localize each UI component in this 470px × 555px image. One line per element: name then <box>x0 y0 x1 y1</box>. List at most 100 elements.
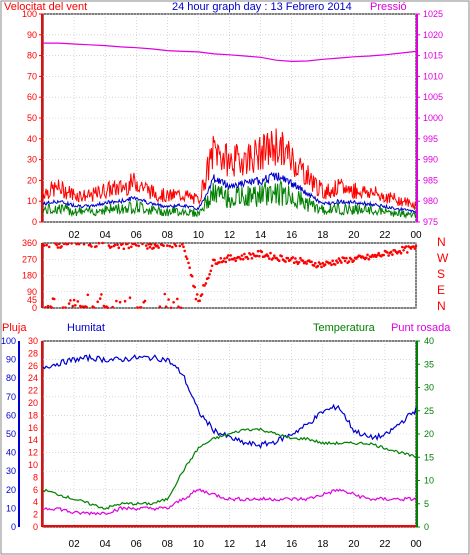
direction-point <box>163 292 167 296</box>
direction-point <box>61 306 65 309</box>
direction-point <box>209 269 213 273</box>
direction-point <box>337 257 341 260</box>
direction-point <box>404 245 408 248</box>
y-tick-label-left-50: 50 <box>27 113 37 123</box>
direction-point <box>92 306 96 309</box>
x-tick-label-bottom-16: 16 <box>286 539 298 550</box>
direction-point <box>187 261 190 265</box>
direction-point <box>369 255 373 259</box>
direction-point <box>62 242 66 245</box>
x-tick-label-top-06: 06 <box>131 230 143 241</box>
direction-point <box>179 306 183 310</box>
direction-point <box>256 249 260 253</box>
humidity-y-tick-30: 30 <box>6 466 16 476</box>
direction-point <box>96 300 99 304</box>
direction-point <box>135 244 138 247</box>
direction-point <box>137 244 140 248</box>
direction-point <box>148 245 152 249</box>
direction-point <box>81 305 85 308</box>
direction-point <box>204 282 208 285</box>
direction-point <box>227 254 230 257</box>
x-tick-label-top-10: 10 <box>193 230 205 241</box>
direction-point <box>152 246 155 250</box>
direction-point <box>249 253 252 256</box>
rain-y-tick-6: 6 <box>33 485 38 495</box>
direction-point <box>387 254 390 257</box>
direction-point <box>319 262 322 266</box>
direction-point <box>210 264 214 268</box>
direction-point <box>146 247 149 250</box>
direction-point <box>269 251 272 255</box>
direction-point <box>255 254 259 258</box>
direction-point <box>193 285 196 289</box>
direction-point <box>139 306 143 309</box>
direction-point <box>352 259 356 262</box>
direction-point <box>225 256 229 259</box>
rain-y-tick-30: 30 <box>28 336 38 346</box>
direction-point <box>184 255 188 258</box>
direction-point <box>323 263 327 266</box>
direction-point <box>156 244 159 247</box>
x-tick-label-bottom-02: 02 <box>69 539 81 550</box>
y-tick-label-left-100: 100 <box>22 9 37 19</box>
direction-point <box>366 253 369 257</box>
rain-y-tick-4: 4 <box>33 497 38 507</box>
direction-point <box>122 247 126 251</box>
direction-point <box>310 260 313 264</box>
temp-y-tick-10: 10 <box>424 476 434 486</box>
direction-point <box>376 253 379 257</box>
humidity-y-tick-0: 0 <box>11 522 16 532</box>
direction-point <box>377 251 381 255</box>
direction-point <box>301 259 305 263</box>
direction-point <box>271 257 275 260</box>
direction-point <box>123 299 127 303</box>
direction-point <box>203 284 206 287</box>
wind-avg-line <box>42 171 417 214</box>
y-tick-label-right-995: 995 <box>423 134 438 144</box>
direction-point <box>409 247 413 250</box>
direction-point <box>333 263 337 266</box>
direction-point <box>224 260 228 264</box>
direction-point <box>178 244 182 248</box>
direction-point <box>292 261 296 265</box>
direction-point <box>240 254 244 257</box>
direction-point <box>50 306 53 309</box>
x-tick-label-bottom-20: 20 <box>348 539 360 550</box>
humidity-y-tick-50: 50 <box>6 429 16 439</box>
rain-y-tick-20: 20 <box>28 398 38 408</box>
chart-title: 24 hour graph day : 13 Febrero 2014 <box>172 1 352 13</box>
humidity-y-tick-100: 100 <box>1 336 16 346</box>
direction-point <box>219 257 223 260</box>
x-tick-label-bottom-04: 04 <box>100 539 112 550</box>
direction-point <box>106 306 109 310</box>
direction-point <box>169 306 173 310</box>
direction-point <box>233 256 236 260</box>
direction-point <box>82 243 86 246</box>
direction-point <box>401 245 404 249</box>
direction-point <box>297 261 301 264</box>
direction-point <box>136 306 139 309</box>
rain-label: Pluja <box>2 322 27 334</box>
temp-y-tick-30: 30 <box>424 383 434 393</box>
direction-point <box>167 298 170 301</box>
direction-point <box>198 299 201 303</box>
humidity-y-tick-90: 90 <box>6 355 16 365</box>
direction-point <box>85 305 88 309</box>
direction-point <box>330 263 333 267</box>
direction-point <box>414 244 418 248</box>
direction-point <box>44 306 47 309</box>
direction-point <box>399 251 403 255</box>
direction-point <box>321 261 325 265</box>
temperature-label: Temperatura <box>313 322 376 334</box>
direction-point <box>98 297 102 300</box>
pressure-label: Pressió <box>370 1 407 13</box>
dir-label-n-bottom: N <box>437 299 446 313</box>
humidity-y-tick-60: 60 <box>6 410 16 420</box>
direction-point <box>158 305 162 309</box>
direction-point <box>316 264 320 268</box>
direction-point <box>176 297 179 301</box>
temp-y-tick-25: 25 <box>424 406 434 416</box>
direction-point <box>246 257 250 261</box>
direction-point <box>55 243 58 247</box>
